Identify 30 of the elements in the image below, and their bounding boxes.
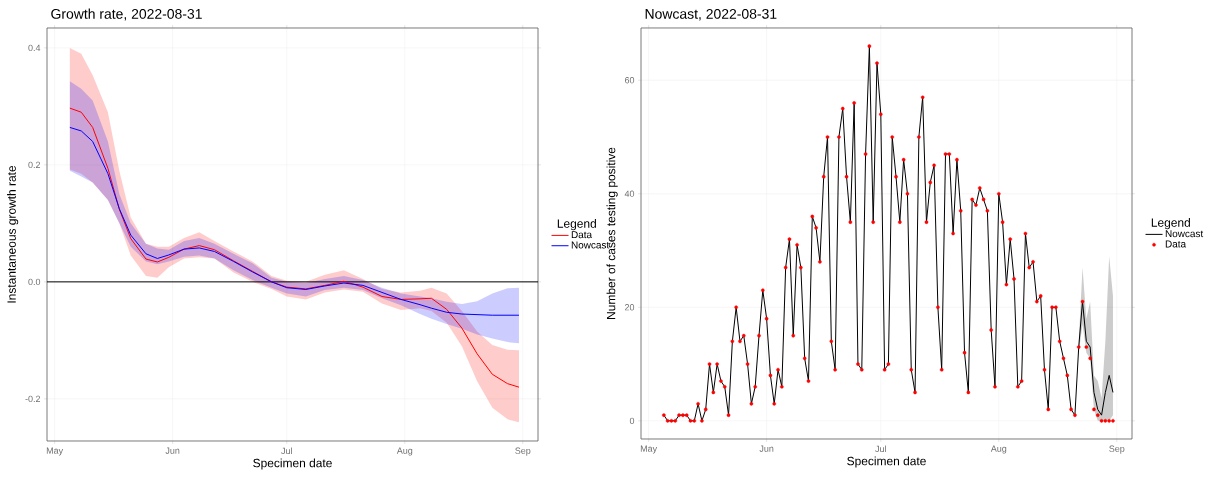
x-tick-label: Jul xyxy=(281,447,292,455)
y-axis-title: Instantaneous growth rate xyxy=(7,165,19,303)
x-tick-label: Jun xyxy=(759,445,774,452)
y-tick-label: 0.0 xyxy=(28,278,41,286)
x-tick-label: Aug xyxy=(990,445,1007,454)
legend-label: Data xyxy=(1165,240,1187,248)
x-tick-label: Jun xyxy=(165,447,180,454)
legend-label: Nowcast xyxy=(1165,230,1204,238)
legend-label: Data xyxy=(571,231,593,239)
chart-title: Growth rate, 2022-08-31 xyxy=(51,8,202,21)
x-tick-label: Aug xyxy=(396,447,413,456)
x-tick-label: May xyxy=(640,445,658,454)
y-tick-label: 20 xyxy=(624,304,635,311)
x-tick-label: May xyxy=(46,447,64,456)
y-tick-label: -0.2 xyxy=(25,395,41,403)
line-series xyxy=(69,107,520,388)
legend-title: Legend xyxy=(1151,218,1190,230)
y-tick-label: 40 xyxy=(624,190,635,197)
x-tick-label: Jul xyxy=(875,445,886,453)
legend-label: Nowcast xyxy=(571,241,610,249)
y-tick-label: 0.2 xyxy=(28,161,41,169)
legend-title: Legend xyxy=(557,219,596,231)
x-tick-label: Sep xyxy=(515,447,531,456)
x-axis-title: Specimen date xyxy=(253,458,332,470)
x-tick-label: Sep xyxy=(1109,445,1125,454)
y-tick-label: 0.4 xyxy=(28,44,41,52)
chart-title: Nowcast, 2022-08-31 xyxy=(645,8,777,21)
y-tick-label: 60 xyxy=(624,77,635,84)
x-axis-title: Specimen date xyxy=(847,456,926,468)
y-tick-label: 0 xyxy=(629,417,635,424)
